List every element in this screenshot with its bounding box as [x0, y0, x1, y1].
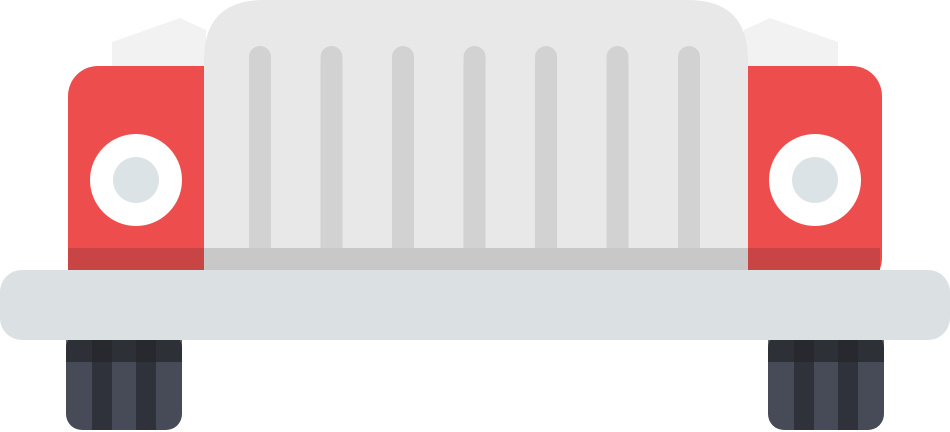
grille-slot — [463, 46, 486, 272]
windshield-frame-left — [112, 18, 206, 70]
grille-slot — [678, 46, 700, 272]
grille-slot — [320, 46, 343, 272]
tire-right — [768, 332, 884, 430]
grille-slot — [249, 46, 271, 272]
grille-slot — [606, 46, 629, 272]
front-bumper — [0, 270, 950, 340]
headlight-left — [90, 134, 182, 226]
grille-slot — [392, 46, 414, 272]
headlight-right — [769, 134, 861, 226]
grille-slot — [535, 46, 557, 272]
windshield-frame-right — [744, 18, 838, 70]
grille-slots — [249, 46, 700, 272]
tire-left — [66, 332, 182, 430]
